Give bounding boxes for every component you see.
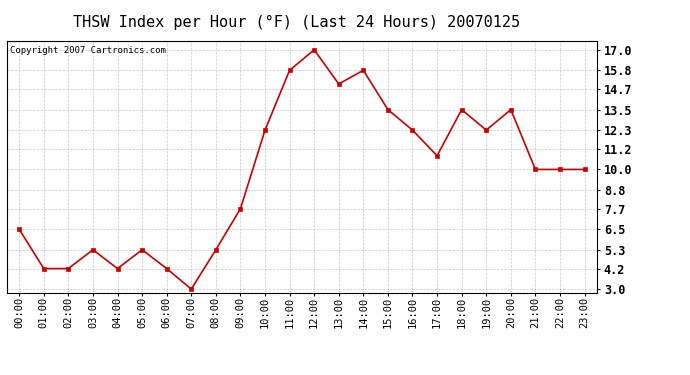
Text: Copyright 2007 Cartronics.com: Copyright 2007 Cartronics.com [10, 46, 166, 55]
Text: THSW Index per Hour (°F) (Last 24 Hours) 20070125: THSW Index per Hour (°F) (Last 24 Hours)… [73, 15, 520, 30]
